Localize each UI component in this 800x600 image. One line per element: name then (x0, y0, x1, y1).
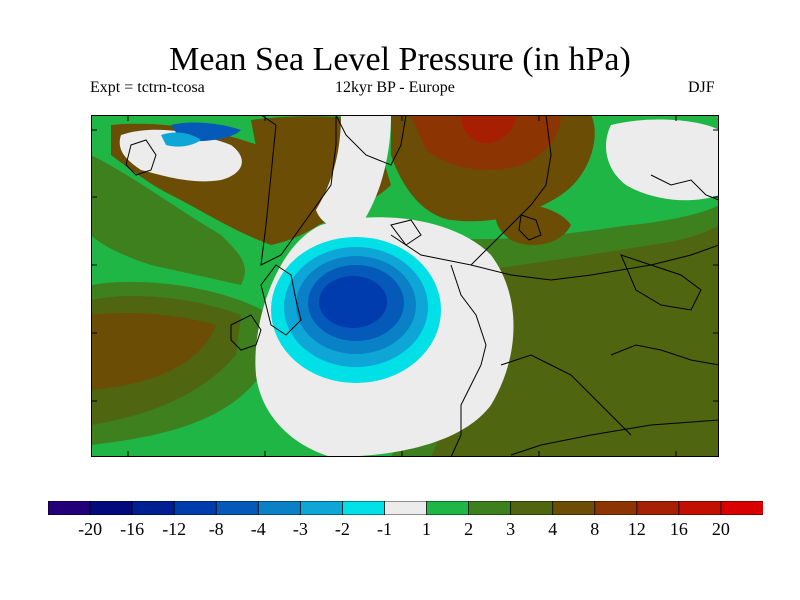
colorbar-swatch-7 (342, 501, 386, 515)
italy-outline (500, 354, 632, 436)
iberia-france-outline (450, 264, 487, 457)
baltic-coast-outline (390, 115, 552, 266)
colorbar-swatch-2 (131, 501, 176, 515)
contour-band-2-3 (91, 155, 245, 285)
pressure-anomaly-map (91, 115, 719, 457)
ireland-outline (230, 314, 262, 351)
colorbar-swatch-15 (678, 501, 722, 515)
colorbar-swatch-6 (299, 501, 344, 515)
experiment-label: Expt = tctrn-tcosa (90, 79, 205, 96)
contour-band-12-16 (461, 115, 516, 143)
colorbar-swatch-8 (384, 501, 428, 515)
small-low-patch-iceland (161, 132, 201, 147)
gotland-outline (518, 214, 542, 241)
colorbar-swatch-5 (257, 501, 302, 515)
scandinavia-west-outline (260, 115, 337, 266)
colorbar-tick-label: 2 (464, 519, 474, 539)
britain-outline (260, 264, 302, 336)
colorbar (48, 501, 763, 515)
period-region-label: 12kyr BP - Europe (335, 79, 455, 96)
near-zero-area-norwegian-sea (316, 115, 391, 230)
balkans-outline (610, 344, 719, 366)
map-tick-marks (91, 115, 719, 457)
colorbar-tick-label: 12 (627, 519, 646, 539)
colorbar-tick-label: 16 (669, 519, 688, 539)
colorbar-swatch-12 (552, 501, 596, 515)
central-europe-outline (470, 244, 719, 281)
north-africa-outline (510, 419, 719, 456)
colorbar-swatch-0 (48, 501, 91, 515)
colorbar-tick-label: -2 (334, 519, 350, 539)
map-panel (91, 115, 719, 457)
colorbar-swatches (48, 501, 763, 515)
near-zero-area-greenland (119, 129, 242, 182)
colorbar-tick-label: 4 (548, 519, 558, 539)
colorbar-swatch-1 (89, 501, 134, 515)
scandinavia-north-outline (335, 115, 407, 166)
colorbar-swatch-11 (510, 501, 554, 515)
colorbar-tick-label: -8 (208, 519, 224, 539)
colorbar-swatch-3 (173, 501, 218, 515)
colorbar-tick-label: -4 (250, 519, 266, 539)
map-frame-border (91, 115, 719, 457)
colorbar-tick-label: 3 (506, 519, 516, 539)
colorbar-tick-label: -20 (78, 519, 103, 539)
colorbar-tick-label: -12 (162, 519, 187, 539)
contour-band-4-8-baltic (495, 203, 571, 245)
russia-north-outline (650, 174, 719, 201)
colorbar-tick-label: -1 (377, 519, 392, 539)
denmark-outline (390, 219, 422, 246)
colorbar-swatch-9 (426, 501, 470, 515)
map-title: Mean Sea Level Pressure (in hPa) (169, 41, 631, 78)
iceland-outline (125, 139, 157, 176)
colorbar-swatch-10 (468, 501, 512, 515)
coastline-outlines (125, 115, 719, 457)
contour-band-4-8-west (91, 313, 216, 390)
colorbar-swatch-14 (636, 501, 680, 515)
colorbar-tick-label: -16 (120, 519, 145, 539)
contour-band-minus8-minus12 (319, 276, 387, 328)
season-label: DJF (688, 79, 715, 96)
black-sea-outline (620, 254, 702, 311)
colorbar-labels: -20 -16 -12 -8 -4 -3 -2 -1 1 2 3 4 8 12 16 20 (48, 518, 763, 542)
colorbar-swatch-13 (594, 501, 638, 515)
colorbar-tick-label: 20 (711, 519, 730, 539)
colorbar-tick-label: 1 (422, 519, 431, 539)
colorbar-swatch-16 (720, 501, 763, 515)
colorbar-swatch-4 (215, 501, 260, 515)
colorbar-tick-label: 8 (590, 519, 600, 539)
colorbar-tick-label: -3 (292, 519, 308, 539)
